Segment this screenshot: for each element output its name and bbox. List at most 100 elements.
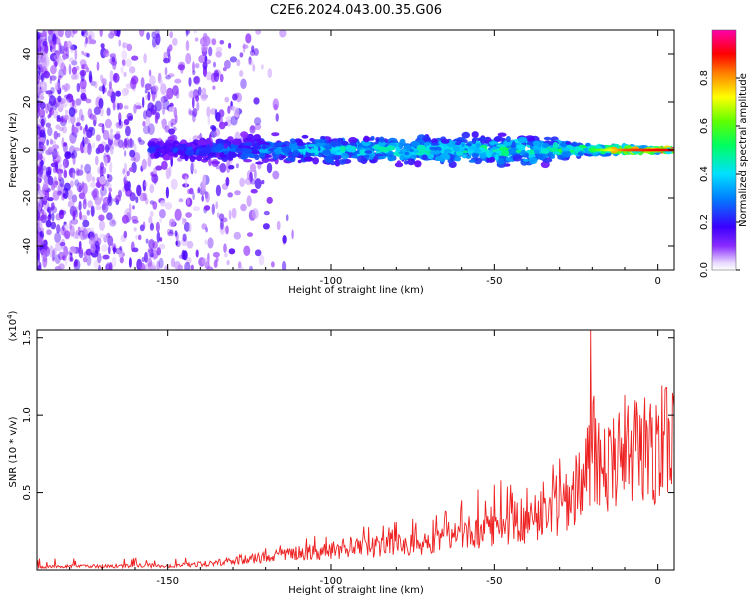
spectrogram-noise-cell [188,222,192,233]
spectrogram-noise-cell [219,40,225,45]
spectrogram-noise-cell [98,264,101,270]
spectrogram-noise-cell [117,139,124,148]
spectrogram-band-cell [245,137,253,142]
spectrogram-band-cell [387,155,396,162]
spectrogram-band-cell [443,148,452,154]
spectrogram-noise-cell [37,39,43,47]
spectrogram-noise-cell [41,165,47,171]
spectrogram-noise-cell [160,98,163,110]
spectrogram-band-cell [292,149,300,157]
spectrogram-noise-cell [192,89,199,99]
spectrogram-band-cell [409,148,415,153]
spectrogram-noise-cell [200,93,208,102]
spectrogram-band-cell [307,143,316,148]
spectrogram-band-cell [351,155,358,159]
spectrogram-noise-cell [228,209,232,220]
spectrogram-noise-cell [249,265,253,270]
spectrogram-noise-cell [37,176,41,183]
spectrogram-noise-cell [69,220,72,231]
spectrogram-noise-cell [37,201,41,212]
snr-x-tick-label: 0 [654,576,660,587]
spectrogram-noise-cell [131,55,139,61]
spectrogram-band-cell [486,156,496,163]
spectrogram-band-cell [208,152,216,157]
spectrogram-noise-cell [51,212,55,222]
spectrogram-x-tick-label: -50 [486,276,502,287]
spectrogram-heatmap [37,30,674,270]
spectrogram-noise-cell [212,251,220,258]
spectrogram-noise-cell [246,195,252,207]
spectrogram-band-cell [361,140,371,147]
spectrogram-band-cell [583,148,589,152]
spectrogram-noise-cell [48,30,55,35]
spectrogram-noise-cell [37,259,40,267]
spectrogram-noise-cell [197,86,202,96]
spectrogram-noise-cell [37,220,43,232]
spectrogram-noise-cell [201,195,204,202]
spectrogram-band-cell [320,135,326,140]
snr-frame [36,329,675,571]
spectrogram-band-cell [532,145,541,150]
spectrogram-noise-cell [68,57,75,63]
spectrogram-noise-cell [58,172,62,180]
spectrogram-band-cell [488,141,498,145]
spectrogram-noise-cell [86,255,92,267]
spectrogram-noise-cell [59,177,65,188]
spectrogram-noise-cell [186,197,190,206]
spectrogram-noise-cell [37,210,41,221]
spectrogram-noise-cell [190,159,195,172]
spectrogram-noise-cell [63,169,68,179]
spectrogram-band-cell [549,147,558,152]
spectrogram-noise-cell [111,256,117,268]
spectrogram-noise-cell [89,34,93,41]
spectrogram-band-cell [423,142,430,146]
spectrogram-noise-cell [192,192,195,201]
spectrogram-band-cell [322,149,331,155]
spectrogram-noise-cell [186,240,194,249]
spectrogram-noise-cell [118,253,123,258]
spectrogram-noise-cell [101,244,108,252]
spectrogram-noise-cell [137,137,142,143]
spectrogram-noise-cell [142,221,146,230]
spectrogram-noise-cell [41,81,48,92]
spectrogram-noise-cell [111,56,116,63]
spectrogram-noise-cell [59,241,66,247]
spectrogram-band-cell [296,145,306,150]
spectrogram-noise-cell [218,121,226,130]
spectrogram-band-cell [454,156,462,162]
spectrogram-band-cell [232,138,242,145]
spectrogram-noise-cell [231,207,237,219]
spectrogram-noise-cell [155,165,163,171]
spectrogram-noise-cell [150,252,154,258]
spectrogram-noise-cell [147,123,155,135]
spectrogram-band-cell [496,157,505,165]
spectrogram-noise-cell [62,125,68,134]
spectrogram-noise-cell [74,48,78,61]
spectrogram-noise-cell [183,221,191,232]
spectrogram-noise-cell [172,126,177,132]
spectrogram-noise-cell [105,144,110,153]
spectrogram-band-cell [528,157,538,165]
spectrogram-noise-cell [148,239,155,250]
spectrogram-noise-cell [212,85,216,90]
spectrogram-band-cell [339,145,346,152]
spectrogram-noise-cell [126,43,133,52]
spectrogram-noise-cell [170,122,174,128]
spectrogram-noise-cell [282,235,287,244]
spectrogram-noise-cell [121,214,129,224]
spectrogram-noise-cell [99,176,106,185]
spectrogram-band-cell [399,155,405,161]
snr-y-tick-label: 1.0 [22,407,33,423]
spectrogram-noise-cell [63,142,68,154]
spectrogram-noise-cell [40,214,48,224]
spectrogram-noise-cell [123,150,127,157]
spectrogram-band-cell [244,148,253,154]
spectrogram-noise-cell [102,82,107,86]
spectrogram-noise-cell [82,228,88,240]
spectrogram-band-cell [184,148,195,157]
spectrogram-band-cell [306,149,316,153]
spectrogram-noise-cell [205,192,210,203]
spectrogram-noise-cell [228,164,235,170]
spectrogram-noise-cell [131,215,138,222]
spectrogram-noise-cell [142,125,151,135]
